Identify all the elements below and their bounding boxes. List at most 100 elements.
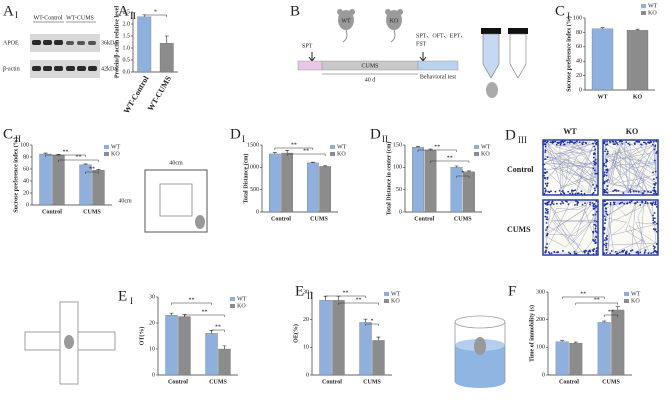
error-bar [560,340,565,342]
track-dot [592,204,595,207]
mouse-label: KO [390,18,399,24]
track-dot [594,238,597,241]
track-dot [550,190,552,193]
track-dot [543,174,545,177]
stage-label: SPT [302,43,313,49]
y-tick-label: 0.0 [123,69,131,75]
track-dot [605,171,608,174]
track-dot [652,171,654,174]
track-dot [623,249,626,252]
sig-label: ** [594,297,600,303]
track-dot [621,140,623,143]
y-tick-label: 80 [576,30,582,36]
track-dot [576,201,579,203]
panel-label: E [295,283,304,299]
track-dot [627,142,630,145]
legend-label: KO [391,298,400,304]
track-dot [604,150,607,153]
track-dot [584,251,586,254]
blot-bands [32,40,97,71]
y-tick-label: 10 [303,345,309,351]
track-dot [545,229,547,231]
track-dot [567,190,570,193]
sig-bracket [575,302,619,305]
track-dot [606,188,608,191]
track-dot [648,141,651,144]
track-dot [594,148,596,151]
track-dot [612,143,615,146]
error-bar [323,165,328,167]
sig-label: ** [89,166,95,172]
y-tick-label: 100 [20,142,29,148]
track-dot [605,248,607,251]
legend-label: WT [237,296,247,302]
track-dot [570,141,573,143]
track-dot [544,140,547,142]
track-dot [609,141,612,143]
x-tick-label: CUMS [363,379,381,385]
track-dot [592,231,595,234]
sig-bracket [338,302,379,305]
track-dot [560,142,563,144]
track-dot [546,156,549,158]
track-dot [617,189,620,192]
track-dot [625,250,628,253]
legend-label: WT [337,144,347,150]
blot [30,34,100,52]
track-dot [559,202,562,205]
track-dot [595,172,598,175]
track-dot [593,203,596,205]
x-tick-label: WT [597,94,607,100]
track-dot [546,182,549,185]
track-dot [595,205,598,208]
sig-bracket [430,160,470,163]
y-tick-label: 300 [536,289,545,295]
legend-label: KO [111,151,120,157]
track-dot [629,201,632,204]
track-dot [578,141,581,144]
track-dot [595,185,598,188]
track-dot [594,206,597,209]
track-dot [606,153,608,155]
track-dot [546,243,549,245]
track-dot [544,168,546,171]
track-dot [545,222,548,224]
track-dot [656,222,658,225]
track-dot [603,140,606,143]
bar [412,147,424,213]
track-dot [649,202,652,204]
track-dot [605,161,608,164]
track-dot [605,252,608,254]
track-dot [637,141,640,143]
bar [205,333,218,376]
lane-label: WT-Control [33,15,62,21]
y-tick-label: 0 [256,209,259,215]
sig-bracket [58,159,99,162]
y-tick-label: 100 [393,165,402,171]
track-dot [544,158,547,160]
track-dot [594,163,597,166]
track-dot [619,140,621,143]
sig-bracket [603,314,619,317]
track-dot [581,142,584,145]
track-dot [593,145,596,148]
track-dot [603,164,605,167]
track-dot [656,150,658,153]
track-dot [544,211,547,214]
track-dot [654,191,657,194]
track-dot [547,210,549,213]
panel-label: A [118,3,129,19]
swim-cylinder [454,315,506,388]
legend-swatch [624,299,629,303]
track-dot [546,227,549,229]
track-dot [629,189,631,192]
track-dot [603,232,606,235]
y-tick-label: 500 [250,187,259,193]
track-dot [655,182,657,184]
track-dot [595,210,598,213]
track-dot [603,203,606,206]
track-dot [603,252,606,255]
track-dot [622,192,625,195]
y-tick-label: 40 [23,178,29,184]
